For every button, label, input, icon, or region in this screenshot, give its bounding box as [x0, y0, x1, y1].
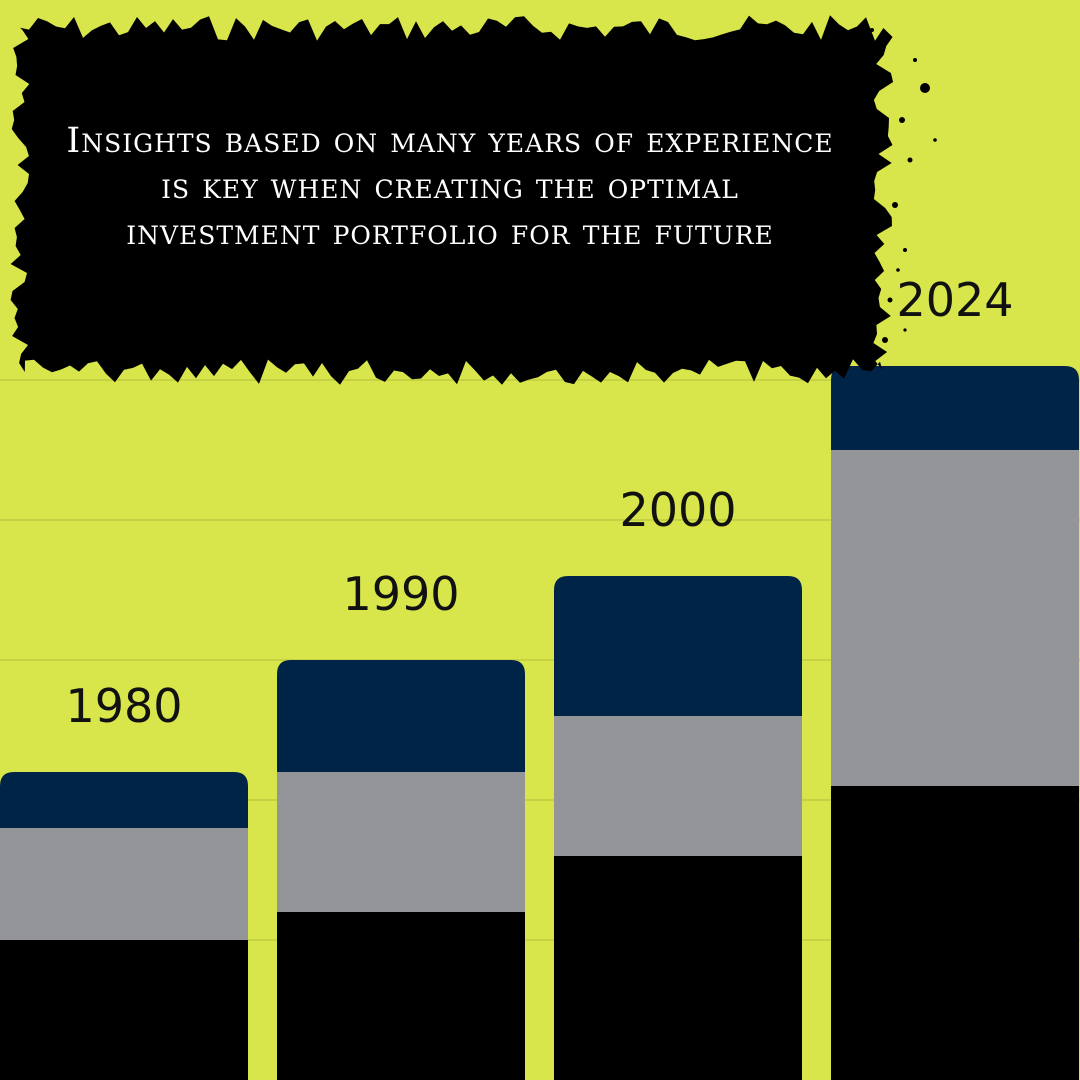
- ink-dot: [882, 337, 888, 343]
- bar-segment-2000-3: [554, 576, 802, 716]
- ink-dot: [892, 202, 898, 208]
- bar-segment-2000-2: [554, 716, 802, 856]
- ink-dot: [903, 248, 907, 252]
- ink-dot: [933, 138, 937, 142]
- bar-segment-2024-2: [831, 450, 1079, 786]
- category-label-1980: 1980: [65, 679, 182, 733]
- year-labels: 1980 1990 2000 2024: [65, 273, 1013, 733]
- torn-paper-banner: [10, 15, 894, 385]
- bar-segment-1980-1: [0, 940, 248, 1080]
- category-label-2000: 2000: [619, 483, 736, 537]
- ink-dot: [913, 58, 917, 62]
- category-label-2024: 2024: [896, 273, 1013, 327]
- bar-group: [0, 366, 1079, 1080]
- ink-dot: [899, 117, 905, 123]
- ink-dot: [896, 268, 900, 272]
- bar-segment-1990-2: [277, 772, 525, 912]
- category-label-1990: 1990: [342, 567, 459, 621]
- ink-dot: [870, 28, 874, 32]
- ink-dot: [887, 297, 893, 303]
- bar-segment-2024-3: [831, 366, 1079, 450]
- ink-splatter: [870, 28, 937, 343]
- bar-segment-1990-1: [277, 912, 525, 1080]
- ink-dot: [907, 157, 913, 163]
- banner-headline: Insights based on many years of experien…: [66, 121, 834, 253]
- bar-segment-2024-1: [831, 786, 1079, 1080]
- bar-segment-1980-3: [0, 772, 248, 828]
- bar-segment-1990-3: [277, 660, 525, 772]
- bar-segment-2000-1: [554, 856, 802, 1080]
- ink-dot: [903, 328, 907, 332]
- bar-segment-1980-2: [0, 828, 248, 940]
- ink-dot: [920, 83, 930, 93]
